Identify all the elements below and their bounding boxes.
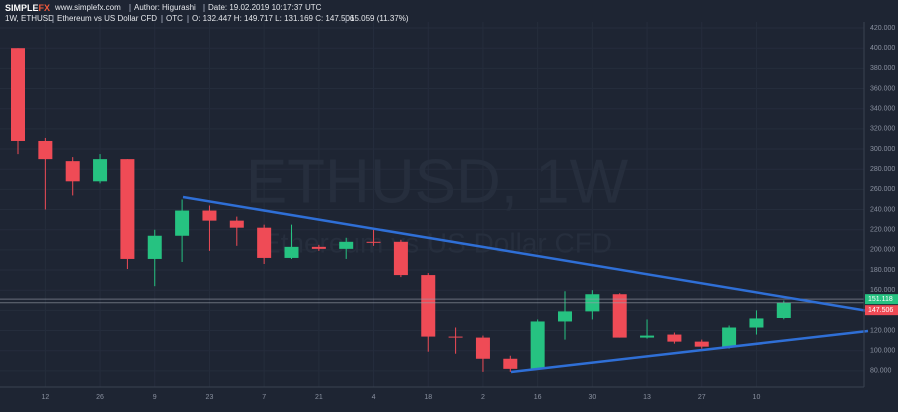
candle-body [421,275,436,337]
plot [0,48,864,372]
y-tick-label: 200.000 [870,247,895,254]
x-tick-label: 18 [424,394,432,401]
brand-a: SIMPLE [5,3,39,13]
candle-body [722,327,737,347]
candle-body [475,337,490,359]
exchange: OTC [166,14,183,23]
y-tick-label: 400.000 [870,45,895,52]
y-tick-label: 280.000 [870,166,895,173]
candle-body [776,302,791,318]
candle-body [503,358,518,369]
candle-body [120,159,135,259]
site: www.simplefx.com [54,3,121,12]
trend-line [182,195,869,313]
brand: SIMPLEFX [5,3,50,13]
separators [52,4,347,23]
candle-body [11,48,25,141]
y-tick-label: 300.000 [870,146,895,153]
y-tick-label: 80.000 [870,368,892,375]
candle-body [530,321,545,369]
candle-body [612,294,627,338]
y-tick-label: 120.000 [870,327,895,334]
x-tick-label: 30 [588,394,596,401]
candle-body [667,334,682,342]
y-tick-label: 240.000 [870,206,895,213]
candle-body [229,220,244,228]
candle-body [694,341,709,347]
x-tick-label: 10 [753,394,761,401]
y-tick-label: 180.000 [870,267,895,274]
candle-body [749,318,764,328]
x-tick-label: 27 [698,394,706,401]
x-tick-label: 7 [262,394,266,401]
watermark: ETHUSD, 1W [246,147,629,216]
description: Ethereum vs US Dollar CFD [57,14,157,23]
symbol: 1W, ETHUSD [5,14,54,23]
x-tick-label: 26 [96,394,104,401]
candle-body [448,336,463,338]
y-tick-label: 360.000 [870,85,895,92]
candle-body [257,227,272,258]
candle-body [147,235,162,259]
y-tick-label: 220.000 [870,227,895,234]
x-tick-label: 9 [153,394,157,401]
trend-line [510,329,869,374]
y-tick-label: 340.000 [870,106,895,113]
x-tick-label: 13 [643,394,651,401]
grid [0,22,864,387]
date: Date: 19.02.2019 10:17:37 UTC [208,3,322,12]
candle-body [339,241,354,249]
candle-body [393,241,408,276]
author: Author: Higurashi [134,3,196,12]
candle-body [38,140,53,160]
candle-body [65,161,80,182]
candle-body [175,210,190,236]
y-tick-label: 160.000 [870,287,895,294]
price-label-box [865,294,898,305]
y-tick-label: 100.000 [870,348,895,355]
header: SIMPLEFX www.simplefx.com Author: Higura… [5,3,409,23]
y-tick-label: 260.000 [870,186,895,193]
candle-body [366,241,381,243]
candle-body [311,246,326,249]
price-label: 151.118 [868,296,893,303]
y-tick-label: 320.000 [870,126,895,133]
y-tick-label: 420.000 [870,25,895,32]
candle-body [558,311,572,322]
x-tick-label: 2 [481,394,485,401]
candle-body [93,159,108,182]
candle-body [202,210,217,221]
price-label: 147.506 [868,307,893,314]
x-tick-label: 23 [206,394,214,401]
x-tick-label: 12 [41,394,49,401]
x-tick-label: 21 [315,394,323,401]
change: 15.059 (11.37%) [350,14,409,23]
price-label-box [865,305,898,316]
y-tick-label: 380.000 [870,65,895,72]
brand-b: FX [39,3,51,13]
watermark-subtitle: Ethereum vs US Dollar CFD [262,227,612,258]
candle-body [640,335,655,338]
x-tick-label: 16 [534,394,542,401]
candle-body [284,246,299,258]
ohlc: O: 132.447 H: 149.717 L: 131.169 C: 147.… [192,14,355,23]
x-tick-label: 4 [372,394,376,401]
